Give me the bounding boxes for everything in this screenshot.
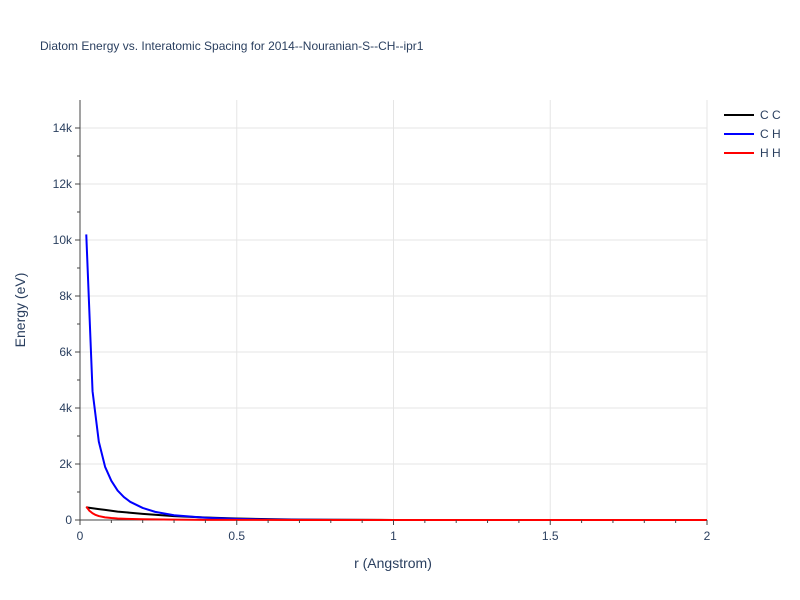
y-tick-label: 12k (53, 177, 73, 191)
y-axis-title: Energy (eV) (12, 273, 28, 348)
legend-item-h-h[interactable]: H H (724, 146, 781, 160)
legend-item-c-c[interactable]: C C (724, 108, 781, 122)
x-axis-title: r (Angstrom) (354, 555, 432, 571)
ticks: 0 2k 4k 6k 8k 10k 12k 14k 0 0.5 1 1.5 2 (53, 121, 711, 543)
y-tick-label: 10k (53, 233, 73, 247)
series-line-c-c (86, 506, 707, 521)
x-tick-label: 0.5 (228, 529, 245, 543)
legend-label: H H (760, 146, 781, 160)
legend-label: C C (760, 108, 781, 122)
series-line-c-h (85, 234, 707, 521)
legend-item-c-h[interactable]: C H (724, 127, 781, 141)
legend-label: C H (760, 127, 781, 141)
y-tick-label: 6k (59, 345, 73, 359)
chart-title: Diatom Energy vs. Interatomic Spacing fo… (40, 39, 424, 53)
series-layer (85, 234, 707, 521)
x-tick-label: 0 (77, 529, 84, 543)
x-tick-label: 2 (704, 529, 711, 543)
y-tick-label: 4k (59, 401, 73, 415)
y-tick-label: 0 (65, 513, 72, 527)
grid (80, 100, 708, 520)
y-tick-label: 2k (59, 457, 73, 471)
y-tick-label: 14k (53, 121, 73, 135)
y-tick-label: 8k (59, 289, 73, 303)
legend[interactable]: C C C H H H (724, 108, 781, 160)
series-line-h-h (85, 505, 707, 521)
x-tick-label: 1.5 (542, 529, 559, 543)
x-tick-label: 1 (390, 529, 397, 543)
